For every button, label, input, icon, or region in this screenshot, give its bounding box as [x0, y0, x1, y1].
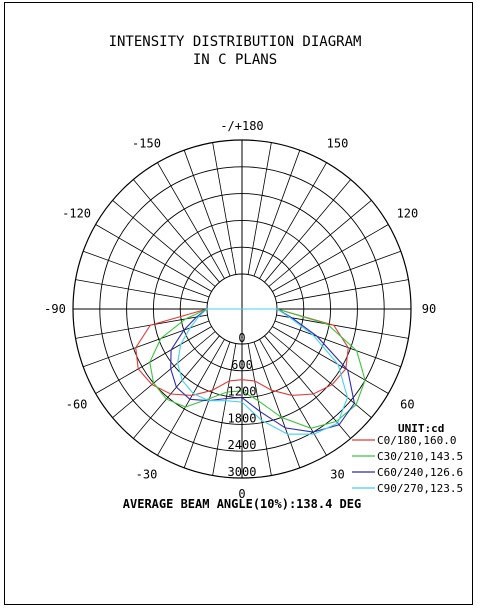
angle-labels: -/+180 -150 150 -120 120 -90 90 -60 60 -30 30 0 [44, 119, 436, 501]
legend-label: C90/270,123.5 [377, 482, 463, 495]
grid-spoke [157, 162, 225, 279]
grid-spoke [259, 162, 327, 279]
series-curve [135, 308, 349, 396]
grid-ring [179, 246, 305, 372]
chart-title-line2: IN C PLANS [193, 52, 277, 68]
grid-spoke [253, 341, 301, 468]
grid-ring [126, 193, 358, 425]
angle-label: -/+180 [220, 119, 263, 133]
grid-spoke [247, 142, 272, 275]
legend-label: C60/240,126.6 [377, 466, 463, 479]
grid-spoke [212, 343, 237, 476]
grid-spoke [276, 314, 409, 339]
angle-label: -60 [66, 398, 88, 412]
legend: C0/180,160.0 C30/210,143.5 C60/240,126.6 C9… [352, 434, 463, 495]
intensity-curves [135, 308, 366, 435]
radial-tick-label: 3000 [228, 465, 257, 479]
angle-label: 30 [330, 467, 344, 481]
grid-spoke [95, 326, 212, 394]
series-curve [149, 308, 366, 429]
grid-spoke [75, 279, 208, 304]
angle-label: -90 [44, 302, 66, 316]
grid-spoke [212, 142, 237, 275]
polar-chart: INTENSITY DISTRIBUTION DIAGRAM IN C PLAN… [44, 34, 463, 511]
series-curve [170, 308, 355, 433]
grid-spoke [259, 339, 327, 456]
legend-label: C0/180,160.0 [377, 434, 456, 447]
grid-spoke [183, 341, 231, 468]
grid-spoke [83, 250, 210, 298]
unit-label: UNIT:cd [398, 422, 444, 435]
angle-label: 120 [397, 207, 419, 221]
angle-label: -120 [62, 207, 91, 221]
angle-label: 90 [422, 302, 436, 316]
angle-label: 60 [400, 398, 414, 412]
grid-spoke [157, 339, 225, 456]
grid-spoke [247, 343, 272, 476]
grid-spoke [268, 200, 372, 287]
grid-spoke [112, 200, 216, 287]
grid-spoke [253, 150, 301, 277]
polar-grid [72, 139, 412, 479]
grid-ring [72, 139, 412, 479]
angle-label: -30 [136, 467, 158, 481]
chart-title-line1: INTENSITY DISTRIBUTION DIAGRAM [109, 34, 362, 50]
grid-ring [99, 166, 385, 452]
grid-spoke [264, 179, 351, 283]
legend-label: C30/210,143.5 [377, 450, 463, 463]
grid-spoke [112, 331, 216, 418]
angle-label: 150 [327, 137, 349, 151]
grid-spoke [276, 279, 409, 304]
chart-frame: INTENSITY DISTRIBUTION DIAGRAM IN C PLAN… [4, 2, 473, 605]
grid-spoke [272, 224, 389, 292]
series-curve [177, 308, 349, 435]
grid-spoke [272, 326, 389, 394]
radial-tick-label: 600 [231, 358, 253, 372]
grid-spoke [83, 320, 210, 368]
grid-spoke [95, 224, 212, 292]
radial-tick-label: 0 [238, 331, 245, 345]
angle-label: -150 [132, 137, 161, 151]
grid-spoke [274, 250, 401, 298]
grid-spoke [183, 150, 231, 277]
beam-angle-footer: AVERAGE BEAM ANGLE(10%):138.4 DEG [123, 497, 361, 511]
radial-tick-label: 2400 [228, 438, 257, 452]
grid-spoke [274, 320, 401, 368]
grid-spoke [133, 179, 220, 283]
radial-tick-labels: 0 600 1200 1800 2400 3000 [228, 331, 257, 479]
radial-tick-label: 1800 [228, 411, 257, 425]
angle-label: 0 [238, 487, 245, 501]
radial-tick-label: 1200 [228, 385, 257, 399]
